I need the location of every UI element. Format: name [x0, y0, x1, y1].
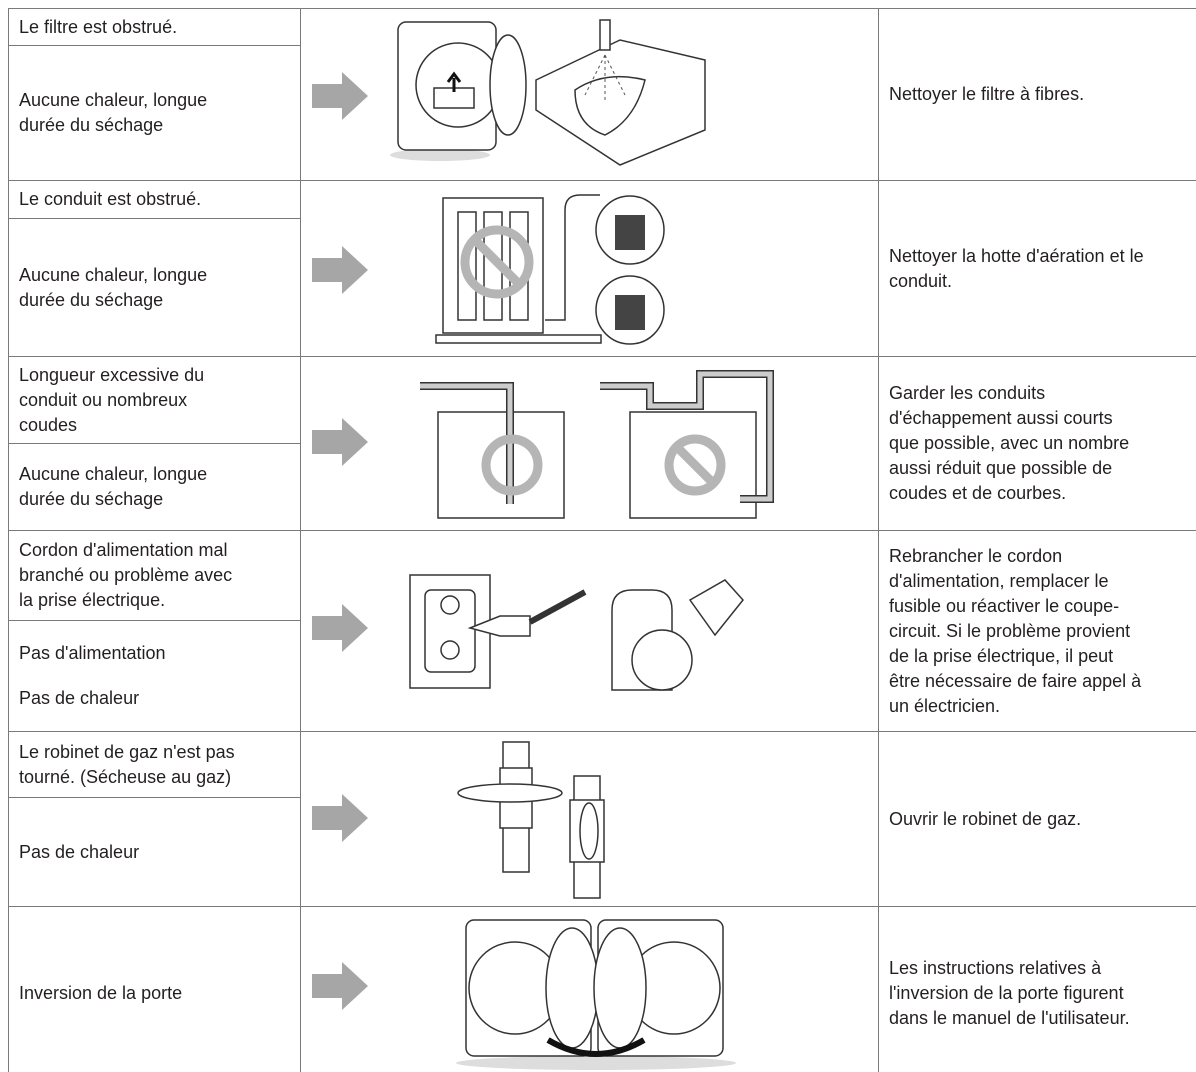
text-line: branché ou problème avec — [19, 565, 233, 585]
text-line: durée du séchage — [19, 115, 164, 135]
text-line: Aucune chaleur, longue — [19, 464, 208, 484]
text-line: dans le manuel de l'utilisateur. — [889, 1008, 1130, 1028]
text-line: Le filtre est obstrué. — [19, 16, 178, 37]
text-line: Pas de chaleur — [19, 688, 140, 708]
text-line: l'inversion de la porte figurent — [889, 983, 1124, 1003]
symptom-cell: Aucune chaleur, longue durée du séchage — [8, 443, 301, 531]
text-line: conduit. — [889, 270, 953, 291]
text-line: la prise électrique. — [19, 590, 166, 610]
text-line: aussi réduit que possible de — [889, 458, 1113, 478]
text-line: être nécessaire de faire appel à — [889, 670, 1142, 691]
arrow — [312, 72, 368, 120]
symptom-cell: Aucune chaleur, longue durée du séchage — [8, 45, 301, 181]
dryer-filter-illustration — [390, 19, 706, 166]
text-line: Aucune chaleur, longue — [19, 90, 208, 110]
text-line: Le conduit est obstrué. — [19, 189, 202, 209]
text-line: circuit. Si le problème provient — [889, 620, 1131, 641]
door-reversal-illustration — [456, 919, 736, 1070]
symptom-cell: Longueur excessive du conduit ou nombreux… — [8, 356, 301, 444]
text-line: Cordon d'alimentation mal — [19, 540, 228, 560]
text-line: Nettoyer le filtre à fibres. — [889, 84, 1085, 104]
text-line: Rebrancher le cordon — [889, 545, 1063, 566]
text-line: Ouvrir le robinet de gaz. — [889, 808, 1082, 829]
text-line: Le robinet de gaz n'est pas — [19, 741, 235, 762]
symptom-cell: Aucune chaleur, longue durée du séchage — [8, 218, 301, 357]
solution-cell: Rebrancher le cordon d'alimentation, remp… — [878, 530, 1196, 732]
text-line: d'échappement aussi courts — [889, 408, 1113, 428]
text-line: Pas d'alimentation — [19, 643, 166, 663]
gas-valve-illustration — [457, 741, 605, 899]
text-line: coudes et de courbes. — [889, 483, 1067, 503]
text-line: fusible ou réactiver le coupe- — [889, 595, 1120, 616]
text-line: Garder les conduits — [889, 383, 1046, 403]
text-line: un électricien. — [889, 695, 1001, 716]
text-line: Aucune chaleur, longue — [19, 264, 208, 285]
text-line: tourné. (Sécheuse au gaz) — [19, 766, 232, 787]
text-line: durée du séchage — [19, 489, 164, 509]
duct-illustration — [435, 194, 665, 345]
arrow — [312, 246, 368, 294]
arrow — [312, 418, 368, 466]
text-line: Les instructions relatives à — [889, 958, 1102, 978]
text-line: Nettoyer la hotte d'aération et le — [889, 245, 1144, 266]
symptom-cell: Le filtre est obstrué. — [8, 8, 301, 46]
arrow — [312, 794, 368, 842]
text-line: Pas de chaleur — [19, 841, 140, 862]
text-line: coudes — [19, 414, 78, 435]
arrow — [312, 962, 368, 1010]
text-line: que possible, avec un nombre — [889, 433, 1130, 453]
text-line: d'alimentation, remplacer le — [889, 570, 1109, 591]
solution-cell: Nettoyer la hotte d'aération et le condui… — [878, 180, 1196, 357]
arrow — [312, 604, 368, 652]
power-cord-illustration — [409, 574, 744, 691]
solution-cell: Les instructions relatives à l'inversion … — [878, 906, 1196, 1072]
text-line: Longueur excessive du — [19, 364, 205, 385]
symptom-cell: Cordon d'alimentation mal branché ou prob… — [8, 530, 301, 621]
text-line: Inversion de la porte — [19, 983, 183, 1003]
text-line: durée du séchage — [19, 289, 164, 310]
text-line: conduit ou nombreux — [19, 389, 188, 410]
text-line: de la prise électrique, il peut — [889, 645, 1114, 666]
symptom-cell: Pas d'alimentation Pas de chaleur — [8, 620, 301, 732]
duct-length-illustration — [420, 370, 774, 519]
